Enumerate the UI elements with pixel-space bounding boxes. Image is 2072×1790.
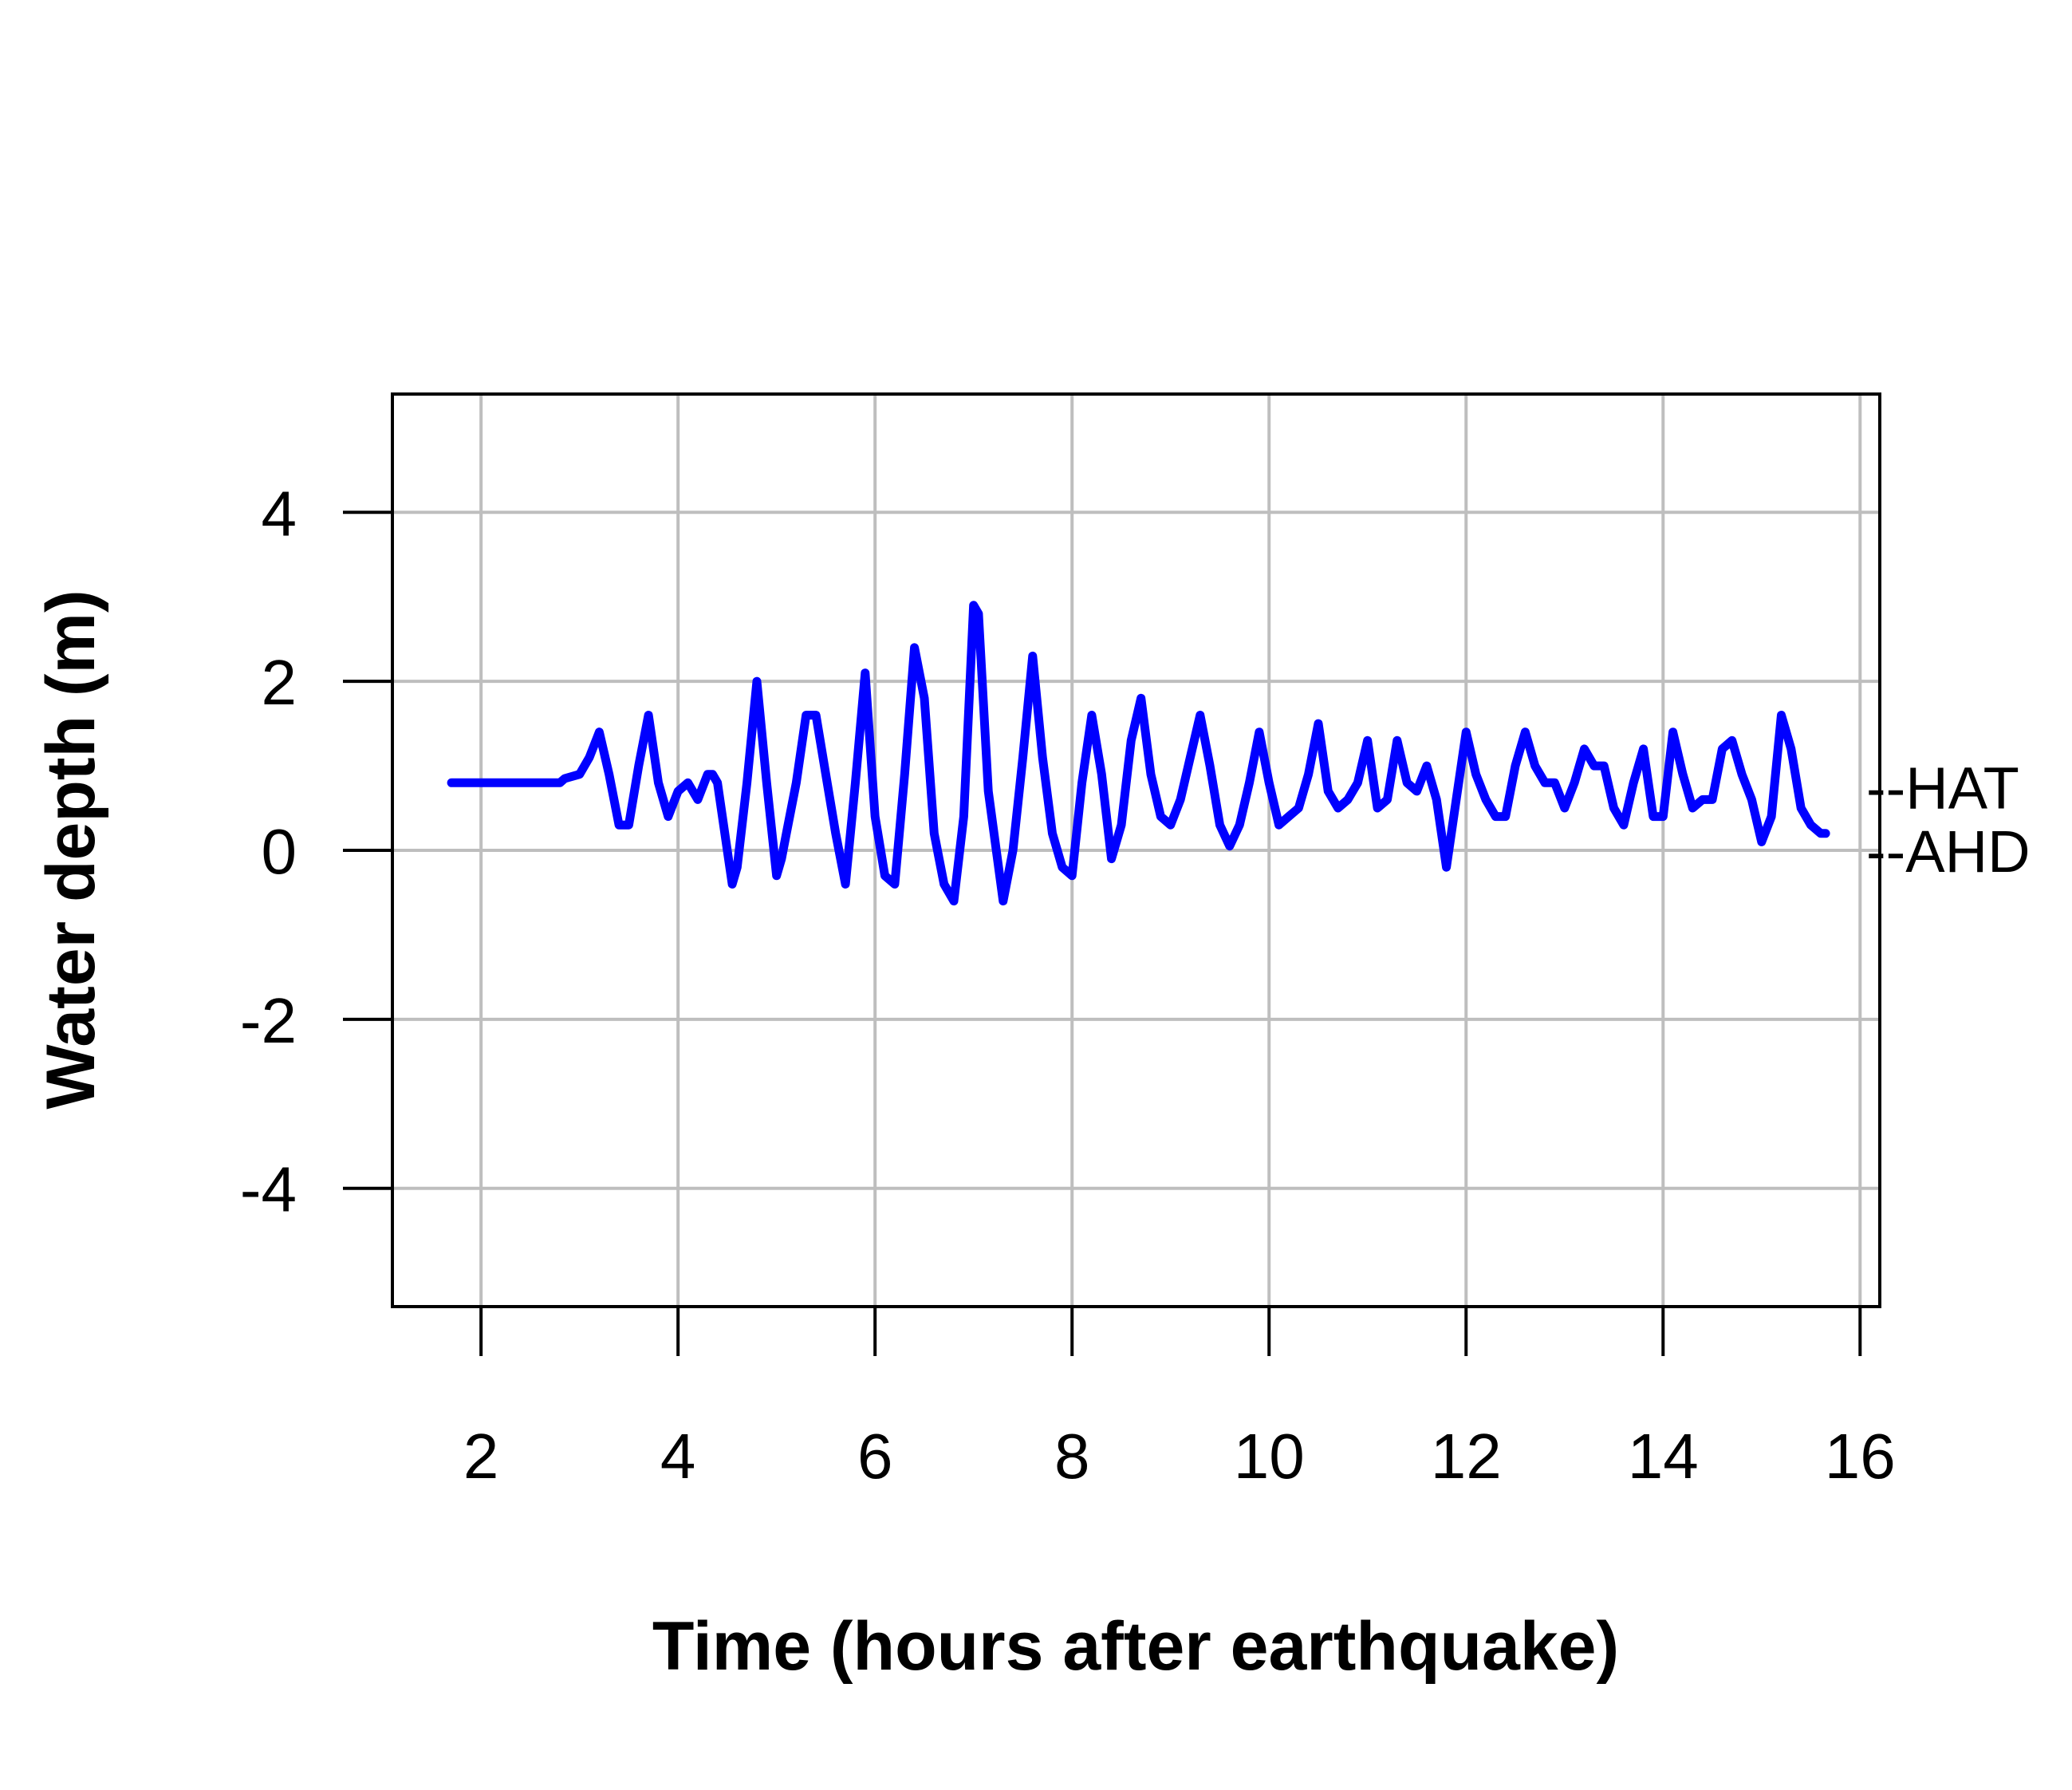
x-tick-label: 14	[1628, 1421, 1699, 1492]
reference-label: --HAT	[1866, 755, 2019, 822]
plot-area-border	[391, 392, 1881, 1308]
y-axis-title: Water depth (m)	[33, 589, 109, 1109]
reference-labels: --HAT--AHD	[1866, 755, 2031, 885]
reference-label: --AHD	[1866, 818, 2031, 885]
water-depth-series-line	[447, 601, 1830, 906]
x-tick-label: 4	[660, 1421, 696, 1492]
grid-lines	[392, 394, 1880, 1307]
y-tick-label: 2	[262, 647, 297, 718]
y-tick-label: -2	[240, 985, 297, 1056]
x-tick-label: 2	[463, 1421, 499, 1492]
y-tick-label: -4	[240, 1154, 297, 1225]
x-tick-label: 12	[1431, 1421, 1502, 1492]
x-tick-label: 16	[1825, 1421, 1896, 1492]
y-tick-label: 0	[262, 816, 297, 887]
x-axis-title: Time (hours after earthquake)	[652, 1608, 1619, 1685]
series-layer	[447, 601, 1830, 906]
y-tick-label: 4	[262, 478, 297, 549]
x-tick-label: 8	[1054, 1421, 1090, 1492]
x-tick-label: 10	[1234, 1421, 1305, 1492]
x-tick-label: 6	[857, 1421, 893, 1492]
x-axis: 2 4 6 8 10 12 14 16	[463, 1308, 1896, 1492]
y-axis: 4 2 0 -2 -4	[240, 478, 391, 1225]
